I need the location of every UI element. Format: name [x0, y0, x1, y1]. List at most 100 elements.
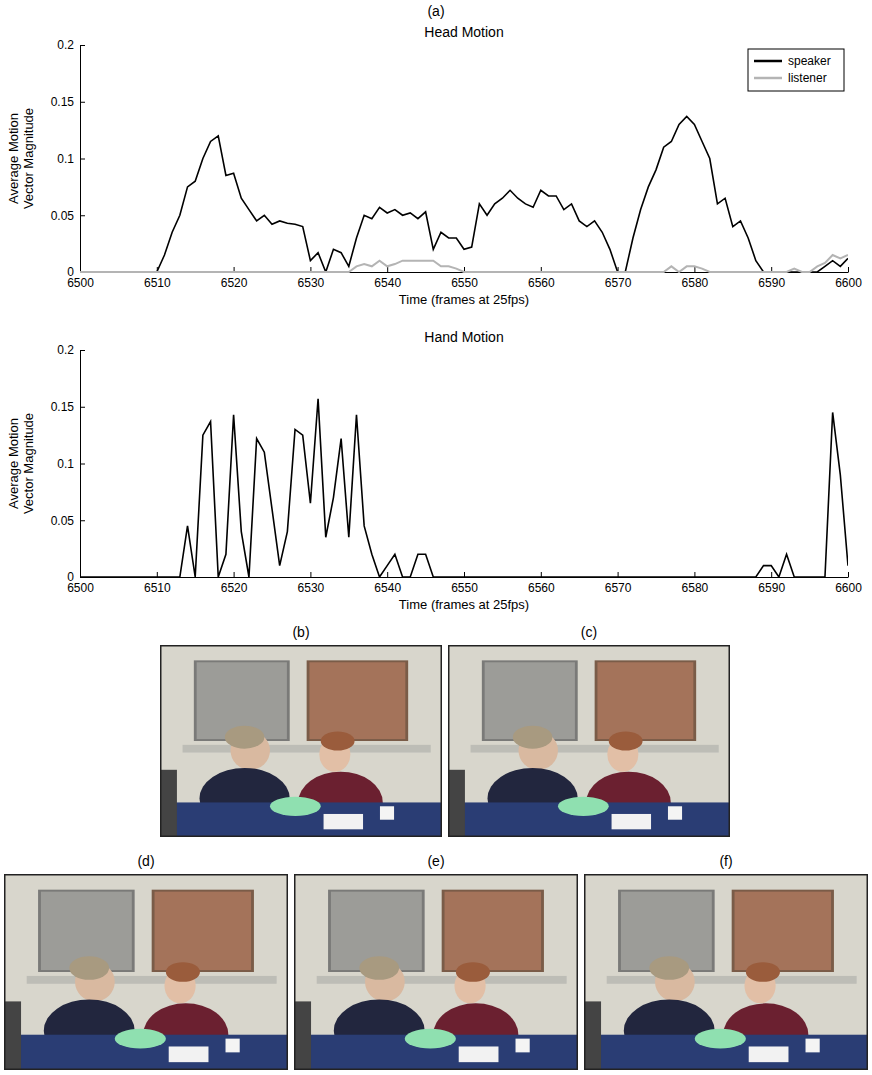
x-tick-label: 6510: [144, 581, 171, 595]
y-tick-label: 0.1: [57, 152, 74, 166]
chair: [294, 1001, 311, 1070]
chair: [160, 770, 177, 837]
poster: [442, 890, 544, 972]
photo: [448, 645, 730, 837]
hair: [359, 956, 399, 980]
wall: [4, 874, 288, 1070]
y-tick: 0.15: [51, 400, 85, 414]
y-tick-mark: [80, 159, 85, 160]
y-tick-label: 0.15: [51, 400, 75, 414]
x-tick-label: 6560: [528, 276, 555, 290]
y-tick: 0.1: [57, 152, 85, 166]
paper: [459, 1046, 499, 1062]
x-axis-title: Time (frames at 25fps): [399, 292, 529, 307]
y-tick-label: 0: [67, 570, 74, 584]
x-tick-label: 6550: [451, 276, 478, 290]
y-tick-label: 0.2: [57, 38, 74, 52]
y-tick: 0.2: [57, 343, 85, 357]
y-tick-label: 0.15: [51, 95, 75, 109]
panel-label: (a): [427, 3, 444, 19]
line-series: [80, 117, 848, 272]
panel-label: (e): [427, 853, 444, 869]
panel-label: (c): [581, 624, 597, 640]
line-series: [80, 399, 848, 577]
x-tick: 6520: [221, 572, 248, 595]
hair: [513, 726, 552, 749]
y-tick-mark: [80, 407, 85, 408]
mug: [380, 806, 394, 819]
hair: [746, 962, 780, 982]
microphone-array: [405, 1029, 456, 1049]
x-tick-mark: [848, 572, 849, 577]
hair: [609, 731, 643, 750]
y-axis-title-line: Vector Magnitude: [21, 413, 36, 514]
mug: [516, 1039, 530, 1053]
x-tick-label: 6600: [835, 276, 862, 290]
photo: [584, 874, 868, 1070]
x-tick: 6570: [605, 572, 632, 595]
wall-rail: [607, 976, 857, 984]
x-tick: 6600: [835, 267, 862, 290]
x-tick: 6570: [605, 267, 632, 290]
legend-box: [748, 49, 844, 91]
x-tick: 6590: [758, 572, 785, 595]
x-tick-label: 6600: [835, 581, 862, 595]
poster-image: [155, 892, 252, 970]
y-axis-title: Average MotionVector Magnitude: [6, 413, 36, 514]
x-tick: 6580: [682, 572, 709, 595]
photo: [4, 874, 288, 1070]
chart: Hand Motion65006510652065306540655065606…: [6, 329, 862, 612]
poster-image: [597, 662, 693, 739]
y-tick: 0.15: [51, 95, 85, 109]
y-tick-mark: [80, 45, 85, 46]
x-tick: 6510: [144, 572, 171, 595]
plot-area: [80, 399, 848, 577]
poster-image: [309, 662, 405, 739]
x-tick-label: 6570: [605, 276, 632, 290]
microphone-array: [115, 1029, 166, 1049]
x-tick-label: 6510: [144, 276, 171, 290]
hair: [321, 731, 355, 750]
microphone-array: [695, 1029, 746, 1049]
chair: [584, 1001, 601, 1070]
chair: [448, 770, 465, 837]
x-tick-label: 6590: [758, 276, 785, 290]
paper: [749, 1046, 789, 1062]
panel-label: (f): [719, 853, 732, 869]
figure: (a)Head Motion65006510652065306540655065…: [0, 0, 872, 1075]
x-tick: 6560: [528, 572, 555, 595]
legend-swatch: [754, 77, 782, 80]
photo-frame: [161, 646, 442, 837]
y-tick: 0.05: [51, 514, 85, 528]
hair: [649, 956, 689, 980]
y-tick-label: 0.2: [57, 343, 74, 357]
x-tick-mark: [387, 267, 388, 272]
x-tick: 6550: [451, 267, 478, 290]
poster: [732, 890, 834, 972]
paper: [169, 1046, 209, 1062]
x-tick: 6530: [298, 267, 325, 290]
poster-image: [445, 892, 542, 970]
legend-label: speaker: [788, 54, 831, 68]
x-tick-label: 6530: [298, 581, 325, 595]
y-tick: 0.05: [51, 209, 85, 223]
wall-rail: [27, 976, 277, 984]
x-tick-mark: [387, 572, 388, 577]
wall: [584, 874, 868, 1070]
paper: [324, 814, 363, 829]
x-axis: 6500651065206530654065506560657065806590…: [67, 267, 862, 290]
microphone-array: [270, 797, 321, 816]
mug: [226, 1039, 240, 1053]
y-tick-label: 0.1: [57, 457, 74, 471]
x-tick: 6540: [374, 267, 401, 290]
wall-rail: [471, 745, 719, 753]
x-tick-label: 6520: [221, 581, 248, 595]
wall: [448, 645, 730, 837]
mug: [806, 1039, 820, 1053]
y-tick-label: 0.05: [51, 514, 75, 528]
x-tick-mark: [234, 572, 235, 577]
x-tick-label: 6520: [221, 276, 248, 290]
y-tick-label: 0: [67, 265, 74, 279]
y-tick-label: 0.05: [51, 209, 75, 223]
x-tick: 6530: [298, 572, 325, 595]
